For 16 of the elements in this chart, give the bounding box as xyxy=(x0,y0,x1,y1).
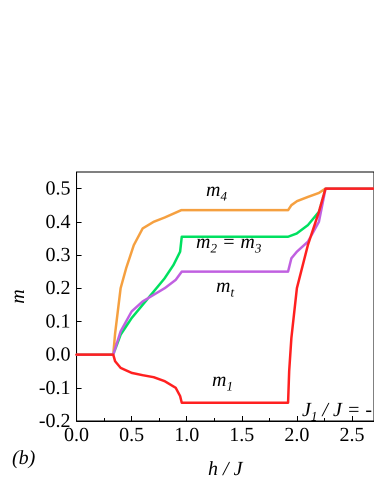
x-tick-label: 0.5 xyxy=(119,424,144,446)
y-axis-title: m xyxy=(7,289,29,304)
y-tick-label: 0.5 xyxy=(46,178,71,200)
line-series xyxy=(75,187,374,404)
y-tick-label: -0.1 xyxy=(38,376,71,399)
text: (b) xyxy=(12,447,36,469)
y-tick-label: 0.3 xyxy=(46,244,71,266)
x-tick-label: 1.0 xyxy=(174,424,200,446)
x-tick-label: 2.0 xyxy=(284,424,310,446)
x-axis-title: h / J xyxy=(208,458,244,480)
y-tick-label: 0.4 xyxy=(46,210,71,233)
y-tick-label: 0.1 xyxy=(46,310,71,332)
y-tick-label: 0.2 xyxy=(46,277,71,300)
y-tick-label: 0.0 xyxy=(46,344,71,366)
x-tick-label: 1.5 xyxy=(229,424,254,446)
x-tick-label: 2.5 xyxy=(339,424,364,446)
